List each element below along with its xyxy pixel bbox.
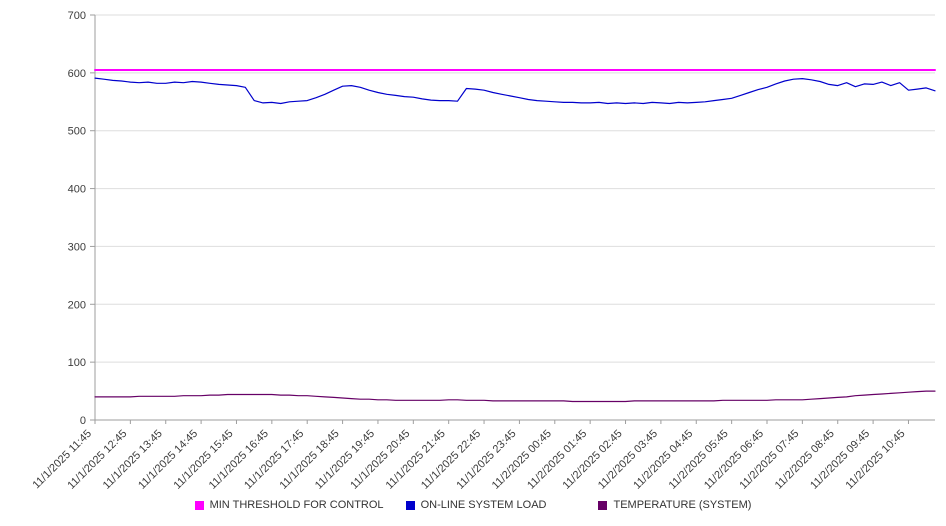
series-line (94, 390, 936, 403)
x-tick-label: 11/1/2025 11:45 (31, 428, 95, 492)
y-tick-label: 0 (80, 415, 86, 427)
y-tick-label: 500 (68, 126, 86, 138)
y-tick-label: 600 (68, 68, 86, 80)
legend-label: MIN THRESHOLD FOR CONTROL (209, 499, 384, 511)
y-tick-label: 400 (68, 184, 86, 196)
legend-label: ON-LINE SYSTEM LOAD (420, 499, 547, 511)
legend-swatch (405, 500, 415, 510)
legend-item: ON-LINE SYSTEM LOAD (405, 499, 547, 511)
series-line (94, 77, 936, 105)
legend-swatch (598, 500, 608, 510)
y-tick-label: 100 (68, 357, 86, 369)
legend: MIN THRESHOLD FOR CONTROL ON-LINE SYSTEM … (0, 499, 946, 511)
legend-label: TEMPERATURE (SYSTEM) (613, 499, 752, 511)
y-tick-label: 300 (68, 241, 86, 253)
y-tick-label: 700 (68, 10, 86, 22)
legend-item: TEMPERATURE (SYSTEM) (598, 499, 751, 511)
y-tick-label: 200 (68, 299, 86, 311)
legend-swatch (194, 500, 204, 510)
legend-item: MIN THRESHOLD FOR CONTROL (194, 499, 384, 511)
